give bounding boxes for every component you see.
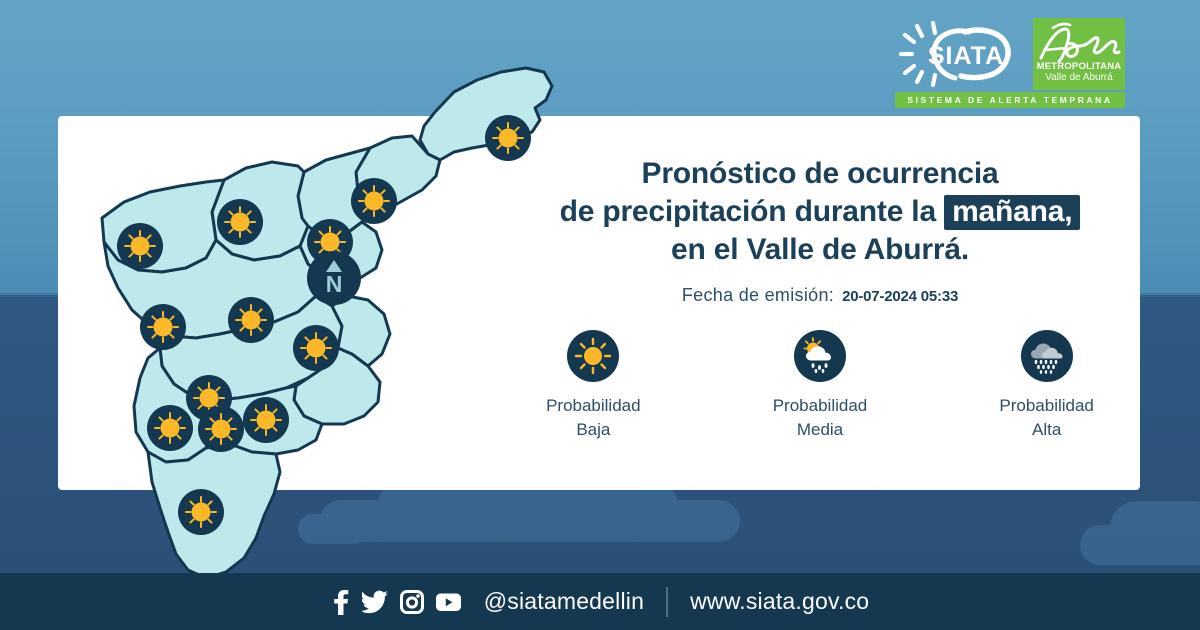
siata-tagline: SISTEMA DE ALERTA TEMPRANA	[895, 92, 1125, 108]
legend-label-baja: Probabilidad Baja	[498, 394, 688, 442]
issue-date-value: 20-07-2024 05:33	[842, 288, 959, 305]
issue-date-row: Fecha de emisión: 20-07-2024 05:33	[470, 285, 1170, 306]
title-line-2-text: de precipitación durante la	[559, 195, 937, 228]
legend-label-line1: Probabilidad	[772, 396, 868, 415]
decorative-cloud-right	[1080, 501, 1200, 565]
map-marker-sun	[485, 115, 531, 161]
legend-label-line2: Baja	[576, 420, 611, 439]
map-markers	[117, 115, 531, 535]
twitter-icon[interactable]	[361, 589, 389, 615]
map-marker-sun	[140, 304, 186, 350]
sun-rays-icon	[898, 20, 938, 88]
social-icons-group	[331, 589, 462, 615]
map-marker-sun	[217, 199, 263, 245]
valle-de-aburra-map[interactable]: N	[40, 20, 560, 610]
legend-item-media[interactable]: Probabilidad Media	[725, 330, 915, 442]
map-marker-sun	[293, 325, 339, 371]
compass-north-marker: N	[307, 251, 361, 305]
map-marker-sun	[147, 405, 193, 451]
cloud-outline-icon	[958, 27, 1011, 81]
area-metropolitana-logo[interactable]: METROPOLITANA Valle de Aburrá	[1033, 18, 1125, 90]
legend-label-media: Probabilidad Media	[725, 394, 915, 442]
map-marker-sun	[178, 489, 224, 535]
sun-icon	[567, 330, 620, 382]
legend-label-alta: Probabilidad Alta	[952, 394, 1142, 442]
area-logo-line2: Valle de Aburrá	[1045, 72, 1113, 83]
page-title: Pronóstico de ocurrencia de precipitació…	[470, 155, 1170, 269]
legend-label-line1: Probabilidad	[546, 396, 641, 415]
map-region-east-sliver	[330, 294, 392, 368]
area-logo-line1: METROPOLITANA	[1036, 61, 1122, 72]
logo-group: SIATA METROPOLITANA Valle de Aburrá SIST…	[895, 18, 1130, 110]
map-marker-sun	[228, 297, 274, 343]
map-marker-sun	[117, 223, 163, 269]
facebook-icon[interactable]	[331, 589, 351, 615]
period-highlight-badge: mañana,	[944, 195, 1081, 230]
map-marker-sun	[243, 397, 289, 443]
map-marker-sun	[351, 178, 397, 224]
issue-date-label: Fecha de emisión:	[681, 285, 835, 305]
website-url[interactable]: www.siata.gov.co	[690, 588, 870, 614]
map-svg: N	[100, 66, 554, 580]
probability-legend: Probabilidad Baja	[480, 330, 1160, 442]
forecast-text-block: Pronóstico de ocurrencia de precipitació…	[470, 155, 1170, 306]
title-line-1: Pronóstico de ocurrencia	[641, 157, 999, 190]
instagram-icon[interactable]	[399, 589, 424, 614]
legend-label-line2: Alta	[1031, 420, 1062, 439]
legend-item-alta[interactable]: Probabilidad Alta	[952, 330, 1142, 442]
footer-divider	[666, 586, 669, 617]
legend-label-line2: Media	[796, 420, 844, 439]
map-region-barbosa	[418, 66, 554, 162]
sun-arc-icon	[931, 28, 972, 81]
title-line-2: de precipitación durante la mañana,	[470, 193, 1170, 231]
footer-bar: @siatamedellin www.siata.gov.co	[0, 573, 1200, 630]
social-handle[interactable]: @siatamedellin	[483, 588, 645, 614]
siata-logo[interactable]: SIATA	[895, 18, 1025, 90]
map-marker-sun	[198, 406, 244, 452]
compass-label: N	[326, 271, 343, 297]
sun-cloud-rain-icon	[793, 330, 846, 382]
legend-label-line1: Probabilidad	[999, 396, 1094, 415]
title-line-3: en el Valle de Aburrá.	[671, 233, 969, 266]
legend-item-baja[interactable]: Probabilidad Baja	[498, 330, 688, 442]
siata-wordmark: SIATA	[928, 42, 1004, 70]
cloud-rain-icon	[1020, 330, 1073, 382]
decorative-cloud-center	[298, 478, 740, 544]
area-script-icon	[1039, 22, 1121, 63]
youtube-icon[interactable]	[435, 592, 462, 612]
